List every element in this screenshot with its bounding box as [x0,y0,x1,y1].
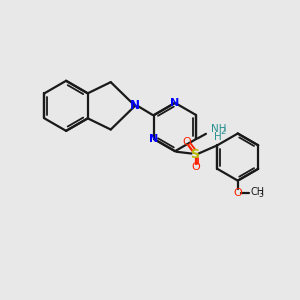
Text: O: O [191,162,200,172]
Text: N: N [149,134,159,144]
Text: N: N [130,99,140,112]
Text: H: H [214,132,222,142]
Text: NH: NH [211,124,227,134]
Text: N: N [170,98,180,108]
Text: 2: 2 [220,127,225,136]
Text: 3: 3 [258,190,263,199]
Text: CH: CH [250,187,264,197]
Text: O: O [233,188,242,198]
Text: S: S [190,148,200,160]
Text: O: O [182,137,191,147]
